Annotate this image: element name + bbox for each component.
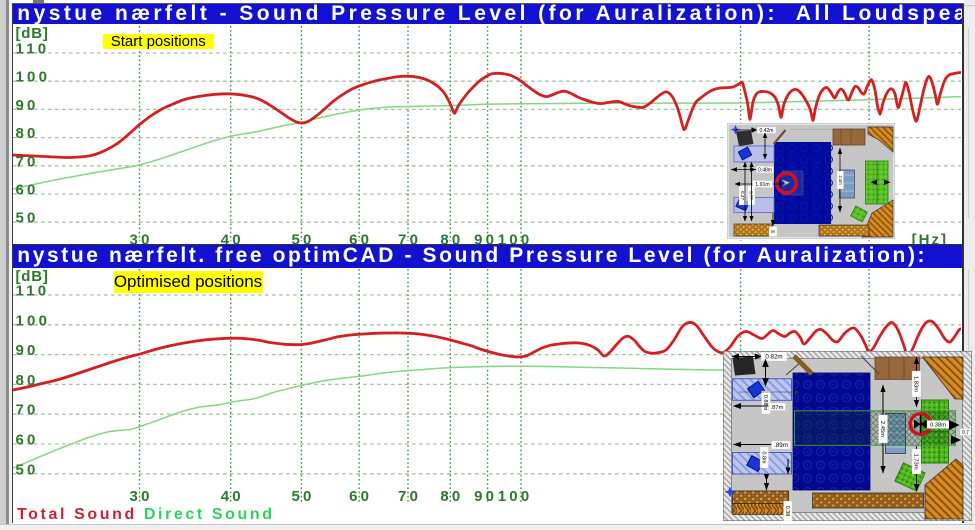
svg-text:90: 90: [16, 97, 39, 114]
svg-text:50: 50: [291, 232, 314, 246]
svg-text:40: 40: [221, 232, 244, 246]
svg-text:[Hz]: [Hz]: [912, 232, 948, 246]
svg-text:M: M: [771, 229, 775, 234]
svg-text:0.7: 0.7: [962, 430, 969, 436]
svg-text:.89m: .89m: [774, 442, 788, 449]
svg-text:50: 50: [16, 461, 39, 478]
svg-text:80: 80: [16, 372, 39, 389]
svg-text:100: 100: [16, 69, 51, 86]
svg-text:70: 70: [398, 232, 421, 246]
svg-text:1.83m: 1.83m: [912, 376, 918, 392]
svg-text:1.73m: 1.73m: [912, 453, 918, 469]
svg-text:0.88m: 0.88m: [762, 395, 768, 411]
svg-text:70: 70: [16, 153, 39, 170]
svg-text:0.82m: 0.82m: [765, 354, 782, 361]
svg-text:90: 90: [16, 342, 39, 359]
svg-text:80: 80: [440, 488, 463, 505]
svg-text:70: 70: [16, 402, 39, 419]
svg-text:70: 70: [398, 488, 421, 505]
svg-text:.87m: .87m: [771, 405, 784, 411]
svg-text:2.45m: 2.45m: [879, 421, 885, 437]
svg-text:50: 50: [291, 488, 314, 505]
svg-text:0.42m: 0.42m: [760, 128, 774, 134]
svg-text:3.77: 3.77: [749, 191, 754, 200]
svg-text:0.38m: 0.38m: [930, 423, 946, 429]
svg-text:40: 40: [221, 488, 244, 505]
svg-text:[dB]: [dB]: [16, 25, 49, 42]
svg-text:1.91m: 1.91m: [755, 182, 769, 188]
svg-text:60: 60: [16, 182, 39, 199]
svg-text:0.47: 0.47: [740, 191, 745, 200]
svg-text:30: 30: [130, 488, 153, 505]
svg-text:80: 80: [16, 125, 39, 142]
svg-text:60: 60: [349, 232, 372, 246]
svg-text:60: 60: [16, 432, 39, 449]
svg-text:100: 100: [16, 312, 51, 329]
svg-text:0.48m: 0.48m: [758, 167, 772, 173]
svg-text:100: 100: [498, 488, 533, 505]
svg-text:60: 60: [349, 488, 372, 505]
svg-text:[dB]: [dB]: [16, 268, 49, 285]
svg-text:110: 110: [16, 41, 50, 58]
svg-text:2.4m: 2.4m: [838, 175, 843, 185]
svg-text:0.8m: 0.8m: [760, 452, 766, 464]
svg-text:0.38: 0.38: [784, 506, 790, 517]
svg-text:30: 30: [130, 232, 153, 246]
svg-text:50: 50: [16, 210, 39, 227]
svg-text:110: 110: [16, 283, 50, 300]
svg-text:80: 80: [440, 232, 463, 246]
svg-text:100: 100: [498, 232, 533, 246]
svg-text:90: 90: [474, 488, 497, 505]
svg-text:90: 90: [474, 232, 497, 246]
